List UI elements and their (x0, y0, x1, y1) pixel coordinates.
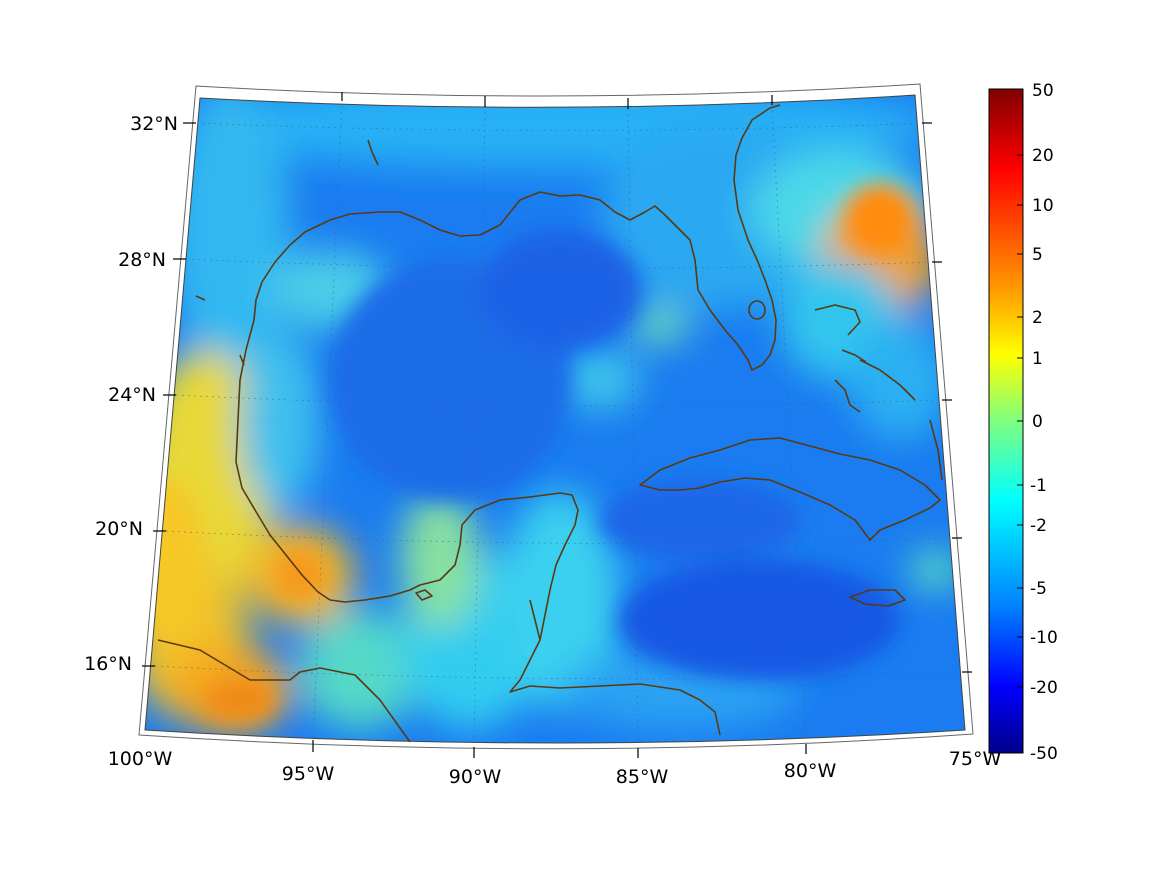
lon-label-95w: 95°W (282, 763, 335, 785)
map-frame-outer (138, 83, 974, 750)
colorbar-tick-5: 5 (1032, 245, 1043, 265)
colorbar-tick-1: 1 (1032, 349, 1043, 369)
map-frame (144, 94, 966, 744)
lon-label-90w: 90°W (449, 766, 502, 788)
heatmap-field (145, 95, 965, 743)
lat-label-32n: 32°N (130, 113, 178, 135)
colorbar-tick-2: 2 (1032, 308, 1043, 328)
longitude-labels: 100°W 95°W 90°W 85°W 80°W 75°W (108, 748, 1002, 788)
lon-label-85w: 85°W (616, 766, 669, 788)
colorbar: 50 20 10 5 2 1 0 -1 -2 -5 -10 -20 -50 (988, 81, 1058, 764)
latitude-labels: 32°N 28°N 24°N 20°N 16°N (84, 113, 178, 675)
lon-label-75w: 75°W (949, 748, 1002, 770)
colorbar-tick-50: 50 (1032, 81, 1054, 101)
lat-label-24n: 24°N (108, 384, 156, 406)
coastline-outlines (157, 104, 943, 743)
colorbar-tick-neg10: -10 (1030, 628, 1058, 648)
lat-label-28n: 28°N (118, 249, 166, 271)
lat-label-16n: 16°N (84, 653, 132, 675)
colorbar-tick-20: 20 (1032, 146, 1054, 166)
colorbar-tick-0: 0 (1032, 412, 1043, 432)
colorbar-tick-neg2: -2 (1030, 516, 1047, 536)
lon-label-100w: 100°W (108, 748, 173, 770)
lat-label-20n: 20°N (95, 518, 143, 540)
colorbar-tick-neg50: -50 (1030, 744, 1058, 764)
lon-label-80w: 80°W (784, 760, 837, 782)
colorbar-tick-neg5: -5 (1030, 579, 1047, 599)
colorbar-tick-10: 10 (1032, 196, 1054, 216)
colorbar-tick-neg1: -1 (1030, 476, 1047, 496)
colorbar-tick-neg20: -20 (1030, 678, 1058, 698)
